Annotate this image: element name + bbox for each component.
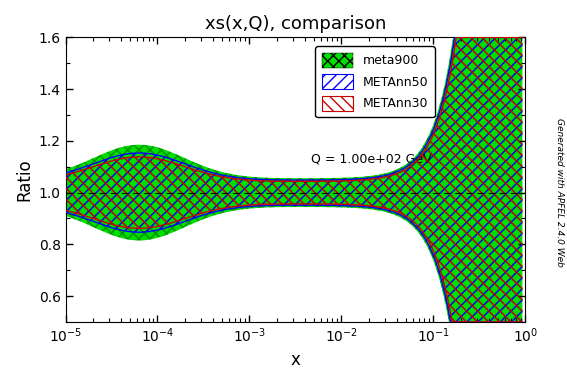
X-axis label: x: x (290, 351, 301, 369)
Text: Q = 1.00e+02 GeV: Q = 1.00e+02 GeV (311, 152, 432, 166)
Text: Generated with APFEL 2.4.0 Web: Generated with APFEL 2.4.0 Web (555, 118, 564, 266)
Title: xs(x,Q), comparison: xs(x,Q), comparison (205, 15, 386, 33)
Legend: meta900, METAnn50, METAnn30: meta900, METAnn50, METAnn30 (315, 46, 435, 117)
Y-axis label: Ratio: Ratio (15, 158, 33, 201)
